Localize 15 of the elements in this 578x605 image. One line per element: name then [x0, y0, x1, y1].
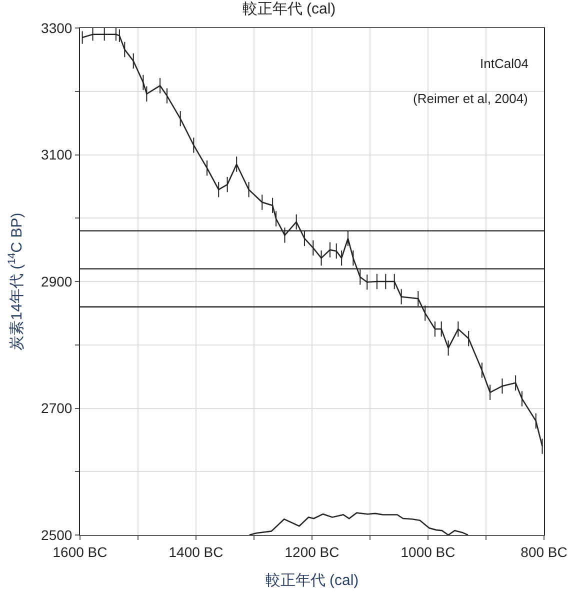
x-tick-label: 1000 BC: [400, 544, 456, 560]
y-tick-label: 2500: [41, 526, 72, 543]
x-tick-label: 1600 BC: [52, 544, 108, 560]
x-tick-label: 1200 BC: [284, 544, 340, 560]
x-tick-label: 1400 BC: [168, 544, 224, 560]
chart-title: 較正年代 (cal): [242, 0, 336, 18]
line-series: [248, 512, 469, 535]
annotation: IntCal04: [480, 56, 528, 71]
annotation: (Reimer et al, 2004): [413, 91, 528, 106]
x-tick-label: 800 BC: [520, 544, 568, 560]
y-tick-label: 2900: [41, 273, 72, 290]
y-tick-label: 2700: [41, 400, 72, 416]
x-axis-title: 較正年代 (cal): [265, 572, 359, 589]
y-tick-label: 3300: [41, 20, 72, 36]
y-tick-label: 3100: [41, 146, 72, 163]
